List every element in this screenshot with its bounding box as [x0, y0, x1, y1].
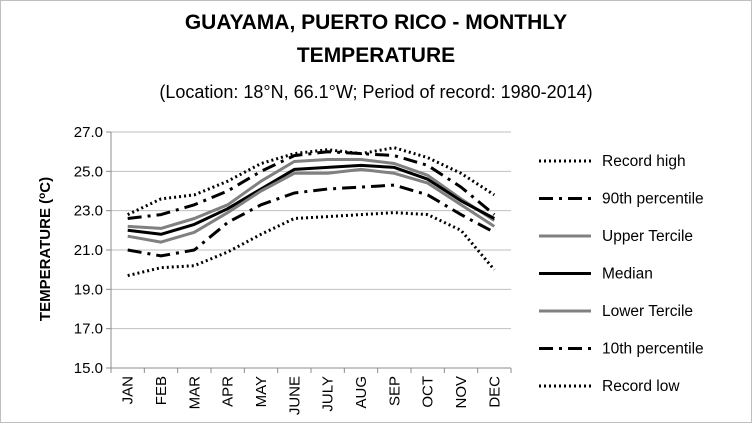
x-tick-label-july: JULY: [320, 376, 337, 412]
series-line-10th-percentile: [127, 183, 496, 258]
series-lines: [127, 146, 496, 278]
chart-title-line-1: GUAYAMA, PUERTO RICO - MONTHLY: [185, 11, 567, 34]
x-tick-label-feb: FEB: [153, 376, 170, 405]
legend-label-10th-percentile: 10th percentile: [602, 341, 704, 358]
series-line-record-high: [127, 146, 496, 216]
chart-subtitle: (Location: 18°N, 66.1°W; Period of recor…: [159, 82, 592, 102]
series-line-90th-percentile: [127, 150, 496, 220]
y-tick-label-6: 27.0: [74, 124, 103, 141]
x-tick-label-may: MAY: [253, 376, 270, 407]
y-axis-label-sup: o: [37, 193, 48, 199]
y-tick-label-5: 25.0: [74, 163, 103, 180]
x-tick-label-jan: JAN: [120, 376, 137, 404]
y-tick-label-2: 19.0: [74, 281, 103, 298]
y-tick-labels: 15.0 17.0 19.0 21.0 23.0 25.0 27.0: [74, 124, 103, 377]
legend-label-lower-tercile: Lower Tercile: [602, 303, 693, 320]
series-line-median: [127, 163, 496, 236]
y-axis-label-end: C): [37, 177, 54, 193]
series-line-lower-tercile: [127, 167, 496, 244]
legend-label-record-high: Record high: [602, 153, 686, 170]
x-tick-label-nov: NOV: [453, 376, 470, 409]
legend-label-90th-percentile: 90th percentile: [602, 191, 704, 208]
legend-label-record-low: Record low: [602, 378, 680, 395]
chart-title-line-2: TEMPERATURE: [297, 44, 455, 67]
y-tick-label-4: 23.0: [74, 203, 103, 220]
legend-label-upper-tercile: Upper Tercile: [602, 228, 693, 245]
x-tick-label-mar: MAR: [186, 376, 203, 410]
x-tick-label-dec: DEC: [486, 376, 503, 408]
x-tick-label-june: JUNE: [286, 376, 303, 415]
x-tick-labels: JAN FEB MAR APR MAY JUNE JULY AUG SEP OCT NOV DEC: [120, 376, 504, 415]
series-line-upper-tercile: [127, 158, 496, 230]
x-tick-label-apr: APR: [220, 376, 237, 407]
x-tick-label-sep: SEP: [386, 376, 403, 406]
axes: [106, 131, 512, 373]
x-tick-label-aug: AUG: [353, 376, 370, 409]
y-tick-label-0: 15.0: [74, 360, 103, 377]
y-axis-label-main: TEMPERATURE (: [37, 199, 54, 321]
y-tick-label-3: 21.0: [74, 242, 103, 259]
y-axis-label: TEMPERATURE (oC): [37, 177, 54, 321]
x-tick-label-oct: OCT: [420, 376, 437, 408]
legend-label-median: Median: [602, 266, 653, 283]
y-tick-label-1: 17.0: [74, 321, 103, 338]
legend: Record high 90th percentile Upper Tercile M…: [539, 153, 704, 395]
